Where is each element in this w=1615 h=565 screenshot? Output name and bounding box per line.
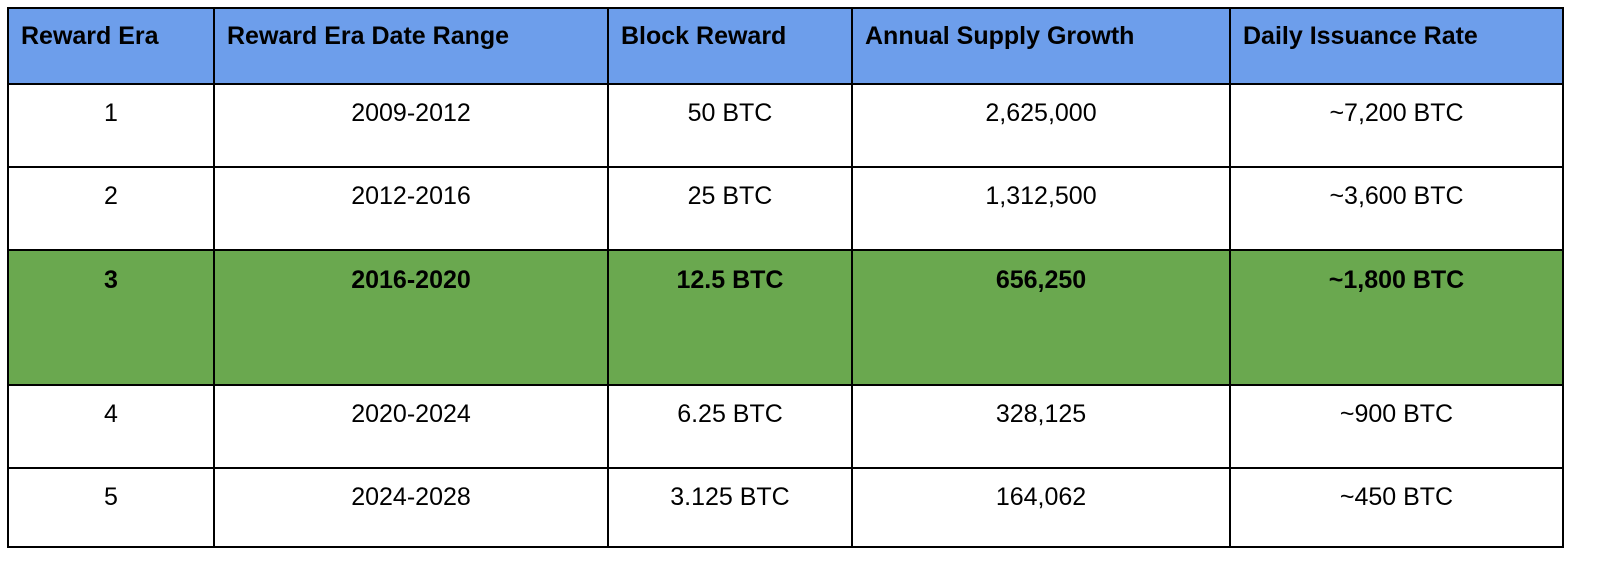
cell-date-range: 2016-2020: [213, 249, 609, 386]
cell-daily-issuance-rate: ~3,600 BTC: [1229, 166, 1564, 251]
cell-block-reward: 3.125 BTC: [607, 467, 853, 548]
cell-reward-era: 4: [7, 384, 215, 469]
header-block-reward: Block Reward: [607, 7, 853, 85]
cell-daily-issuance-rate: ~450 BTC: [1229, 467, 1564, 548]
cell-date-range: 2012-2016: [213, 166, 609, 251]
cell-daily-issuance-rate: ~7,200 BTC: [1229, 83, 1564, 168]
header-reward-era: Reward Era: [7, 7, 215, 85]
cell-date-range: 2024-2028: [213, 467, 609, 548]
table-row: 5 2024-2028 3.125 BTC 164,062 ~450 BTC: [7, 467, 1564, 548]
cell-block-reward: 50 BTC: [607, 83, 853, 168]
cell-reward-era: 3: [7, 249, 215, 386]
header-row: Reward Era Reward Era Date Range Block R…: [7, 7, 1564, 85]
cell-annual-supply-growth: 656,250: [851, 249, 1231, 386]
cell-block-reward: 6.25 BTC: [607, 384, 853, 469]
header-daily-issuance-rate: Daily Issuance Rate: [1229, 7, 1564, 85]
cell-reward-era: 5: [7, 467, 215, 548]
cell-reward-era: 1: [7, 83, 215, 168]
table-row: 1 2009-2012 50 BTC 2,625,000 ~7,200 BTC: [7, 83, 1564, 168]
cell-annual-supply-growth: 164,062: [851, 467, 1231, 548]
cell-annual-supply-growth: 1,312,500: [851, 166, 1231, 251]
reward-era-table-container: Reward Era Reward Era Date Range Block R…: [7, 7, 1564, 548]
cell-date-range: 2009-2012: [213, 83, 609, 168]
cell-annual-supply-growth: 328,125: [851, 384, 1231, 469]
cell-block-reward: 12.5 BTC: [607, 249, 853, 386]
reward-era-table: Reward Era Reward Era Date Range Block R…: [7, 7, 1564, 548]
header-date-range: Reward Era Date Range: [213, 7, 609, 85]
cell-annual-supply-growth: 2,625,000: [851, 83, 1231, 168]
cell-block-reward: 25 BTC: [607, 166, 853, 251]
table-row: 4 2020-2024 6.25 BTC 328,125 ~900 BTC: [7, 384, 1564, 469]
table-row-highlighted: 3 2016-2020 12.5 BTC 656,250 ~1,800 BTC: [7, 249, 1564, 386]
cell-daily-issuance-rate: ~1,800 BTC: [1229, 249, 1564, 386]
cell-daily-issuance-rate: ~900 BTC: [1229, 384, 1564, 469]
cell-date-range: 2020-2024: [213, 384, 609, 469]
header-annual-supply-growth: Annual Supply Growth: [851, 7, 1231, 85]
table-row: 2 2012-2016 25 BTC 1,312,500 ~3,600 BTC: [7, 166, 1564, 251]
cell-reward-era: 2: [7, 166, 215, 251]
